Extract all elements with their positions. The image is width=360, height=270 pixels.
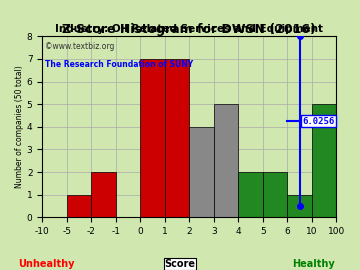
Text: The Research Foundation of SUNY: The Research Foundation of SUNY [45, 60, 193, 69]
Bar [312, 104, 336, 217]
Bar [214, 104, 238, 217]
Bar [189, 127, 214, 217]
Title: Z-Score Histogram for DWSN (2016): Z-Score Histogram for DWSN (2016) [62, 23, 316, 36]
Text: Healthy: Healthy [292, 259, 334, 269]
Text: Industry: Oil Related Services and Equipment: Industry: Oil Related Services and Equip… [55, 23, 323, 33]
Bar [165, 59, 189, 217]
Bar [67, 195, 91, 217]
Bar [287, 195, 312, 217]
Text: 6.0256: 6.0256 [302, 117, 334, 126]
Text: Unhealthy: Unhealthy [19, 259, 75, 269]
Bar [263, 172, 287, 217]
Bar [91, 172, 116, 217]
Bar [140, 59, 165, 217]
Text: Score: Score [165, 259, 195, 269]
Bar [238, 172, 263, 217]
Text: ©www.textbiz.org: ©www.textbiz.org [45, 42, 114, 51]
Y-axis label: Number of companies (50 total): Number of companies (50 total) [15, 65, 24, 188]
